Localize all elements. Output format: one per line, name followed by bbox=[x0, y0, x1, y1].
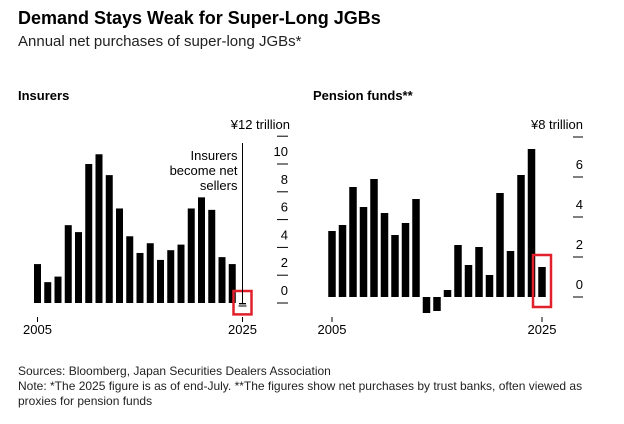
bar-2009 bbox=[370, 179, 378, 297]
bar-2021 bbox=[198, 197, 205, 303]
y-tick-label: 6 bbox=[576, 157, 583, 172]
bar-2025 bbox=[239, 303, 246, 305]
bar-2006 bbox=[44, 282, 52, 303]
bar-2008 bbox=[359, 207, 368, 297]
chart-title: Demand Stays Weak for Super-Long JGBs bbox=[18, 8, 381, 28]
note-text: Note: *The 2025 figure is as of end-July… bbox=[18, 379, 583, 408]
bar-2015 bbox=[433, 297, 441, 311]
y-tick-label: 0 bbox=[576, 277, 583, 292]
highlight-box bbox=[531, 253, 553, 309]
bar-2025 bbox=[538, 267, 546, 297]
bar-2011 bbox=[391, 235, 399, 297]
footnote: Sources: Bloomberg, Japan Securities Dea… bbox=[18, 364, 618, 409]
bar-2008 bbox=[64, 225, 72, 303]
bar-2019 bbox=[475, 247, 483, 297]
panel-title: Pension funds** bbox=[313, 88, 414, 103]
bar-2024 bbox=[527, 149, 536, 297]
bar-2023 bbox=[218, 257, 226, 303]
bar-2023 bbox=[517, 175, 525, 297]
bar-2009 bbox=[75, 232, 82, 303]
x-tick-label: 2025 bbox=[228, 322, 257, 337]
bar-2016 bbox=[443, 290, 452, 297]
bar-2024 bbox=[228, 264, 236, 303]
bar-2007 bbox=[349, 187, 357, 297]
bar-2005 bbox=[34, 264, 41, 303]
y-tick-label: 2 bbox=[281, 255, 288, 270]
y-tick-label: 10 bbox=[274, 144, 288, 159]
bar-2010 bbox=[85, 164, 93, 303]
bar-2005 bbox=[328, 231, 336, 297]
bar-2018 bbox=[464, 265, 473, 297]
unit-label: ¥12 trillion bbox=[230, 117, 290, 132]
bar-2014 bbox=[422, 297, 431, 313]
bar-2017 bbox=[157, 259, 164, 303]
x-tick-label: 2025 bbox=[528, 322, 557, 337]
bar-2021 bbox=[496, 193, 504, 297]
bar-2018 bbox=[167, 250, 175, 303]
bar-2016 bbox=[146, 243, 154, 303]
annotation-text: sellers bbox=[200, 178, 238, 193]
y-tick-label: 2 bbox=[576, 237, 583, 252]
bar-2007 bbox=[54, 276, 62, 303]
bar-2014 bbox=[126, 236, 134, 303]
y-tick-label: 4 bbox=[281, 227, 288, 242]
panel-title: Insurers bbox=[18, 88, 69, 103]
y-tick-label: 8 bbox=[281, 172, 288, 187]
y-tick-label: 6 bbox=[281, 200, 288, 215]
bar-2020 bbox=[485, 275, 494, 297]
bar-2010 bbox=[380, 213, 389, 297]
chart-subtitle: Annual net purchases of super-long JGBs* bbox=[18, 33, 302, 50]
x-tick-label: 2005 bbox=[318, 322, 347, 337]
bar-2015 bbox=[136, 252, 144, 303]
y-tick-label: 4 bbox=[576, 197, 583, 212]
annotation-text: Insurers bbox=[191, 148, 238, 163]
sources-text: Sources: Bloomberg, Japan Securities Dea… bbox=[18, 364, 331, 378]
bar-2020 bbox=[187, 208, 195, 303]
y-tick-label: 0 bbox=[281, 283, 288, 298]
bar-2012 bbox=[401, 223, 410, 297]
bar-2006 bbox=[338, 225, 347, 297]
bar-2013 bbox=[412, 199, 420, 297]
bar-2019 bbox=[177, 244, 185, 303]
bar-2012 bbox=[105, 175, 113, 303]
bar-2017 bbox=[454, 245, 462, 297]
x-tick-label: 2005 bbox=[23, 322, 52, 337]
bar-2013 bbox=[116, 208, 123, 303]
annotation-text: become net bbox=[170, 163, 238, 178]
bar-2022 bbox=[208, 209, 216, 303]
unit-label: ¥8 trillion bbox=[530, 117, 583, 132]
bar-2022 bbox=[506, 251, 515, 297]
bar-2011 bbox=[95, 154, 103, 303]
